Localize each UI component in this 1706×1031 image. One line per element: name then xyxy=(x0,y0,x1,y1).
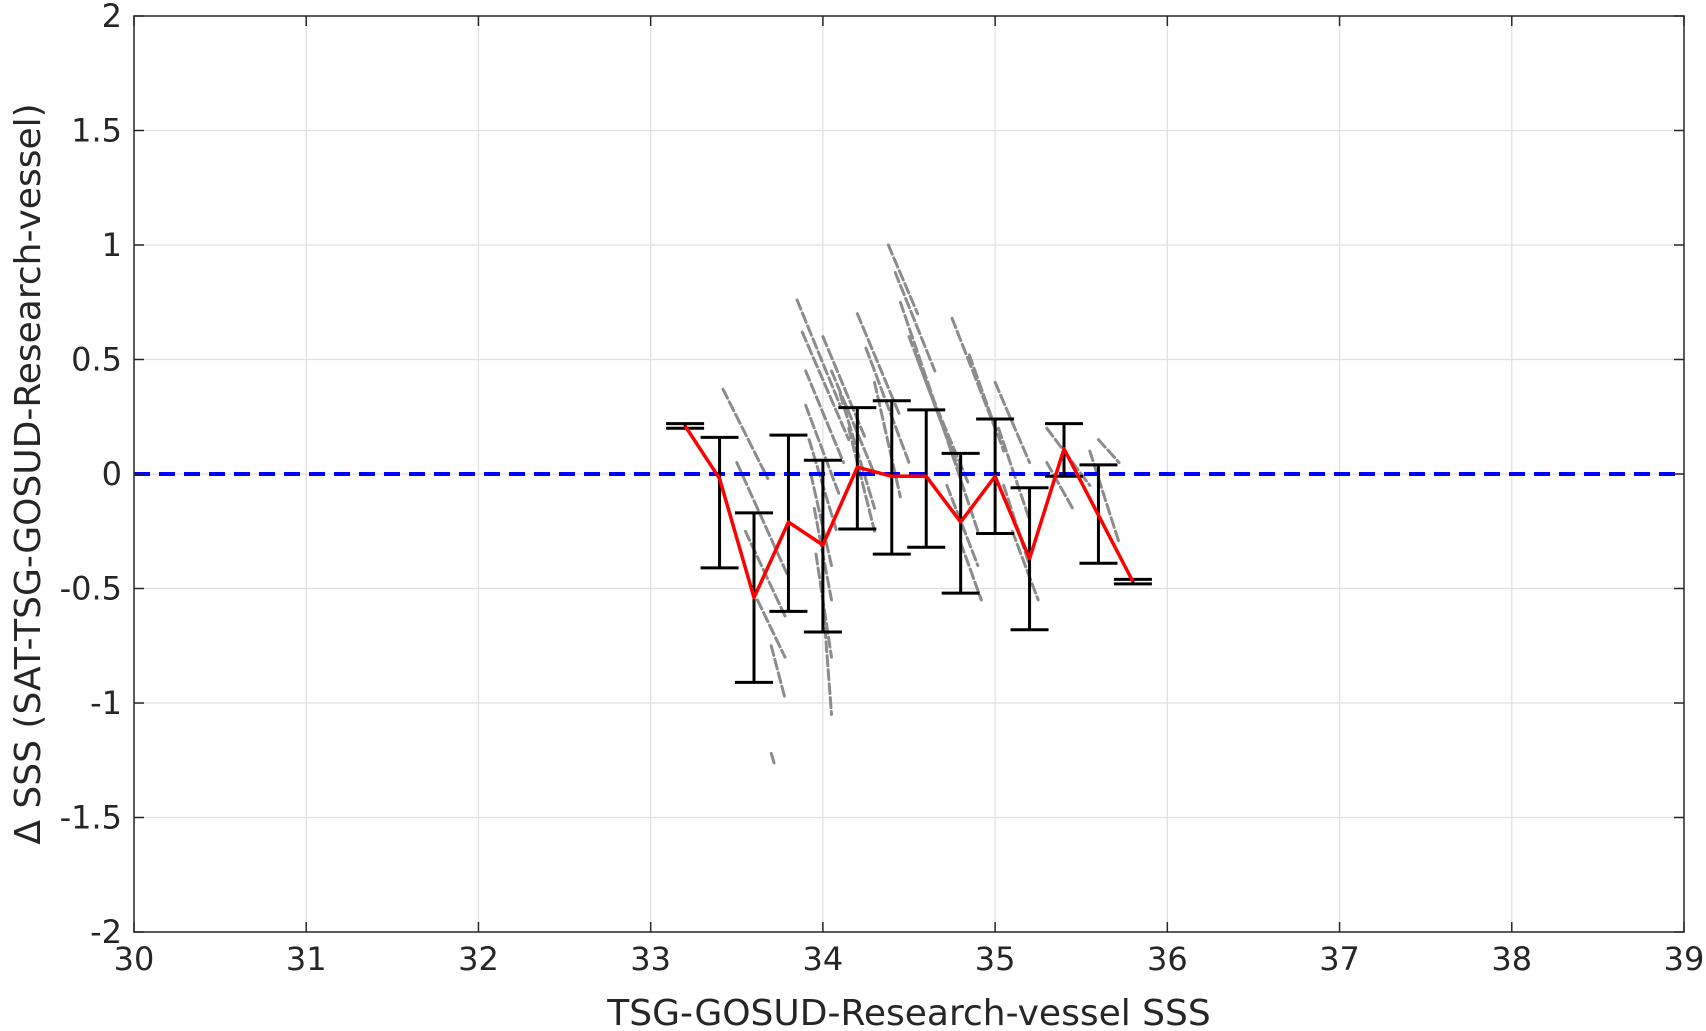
x-ticks: 30 31 32 33 34 35 36 37 38 39 xyxy=(114,16,1705,978)
mean-line xyxy=(683,424,1135,600)
scatter-point-run xyxy=(993,380,1032,465)
scatter-point-run xyxy=(830,369,877,476)
scatter-point-run xyxy=(886,243,920,316)
scatter-point-run xyxy=(847,426,877,533)
scatter-point-run xyxy=(967,353,1006,453)
y-tick-label: 1 xyxy=(102,226,122,264)
x-tick-label: 32 xyxy=(458,940,499,978)
y-tick-label: 0.5 xyxy=(71,341,122,379)
y-ticks: 2 1.5 1 0.5 0 -0.5 -1 -1.5 -2 xyxy=(60,0,1684,951)
y-tick-label: 2 xyxy=(102,0,122,35)
scatter-point-run xyxy=(959,541,983,602)
scatter-point-run xyxy=(804,403,842,499)
y-tick-label: 1.5 xyxy=(71,112,122,150)
x-axis-label: TSG-GOSUD-Research-vessel SSS xyxy=(606,993,1210,1031)
scatter-point-run xyxy=(804,369,846,465)
scatter-point-run xyxy=(864,346,911,465)
scatter-point-run xyxy=(735,461,790,579)
x-tick-label: 39 xyxy=(1664,940,1705,978)
scatter-point-run xyxy=(769,751,777,767)
scatter-point-run xyxy=(1088,449,1121,545)
scatter-point-run xyxy=(941,426,980,533)
scatter-point-run xyxy=(795,298,842,407)
x-tick-label: 36 xyxy=(1147,940,1188,978)
mean-line-group xyxy=(683,424,1135,600)
scatter-point-run xyxy=(1010,529,1040,602)
y-tick-label: -1 xyxy=(90,684,122,722)
y-tick-label: -0.5 xyxy=(60,570,122,608)
scatter-point-run xyxy=(1096,438,1121,465)
scatter-point-run xyxy=(800,330,851,442)
x-tick-label: 31 xyxy=(286,940,327,978)
x-tick-label: 35 xyxy=(975,940,1016,978)
scatter-point-run xyxy=(893,270,937,373)
scatter-point-run xyxy=(721,387,770,481)
y-tick-label: -2 xyxy=(90,913,122,951)
x-tick-label: 33 xyxy=(630,940,671,978)
x-tick-label: 30 xyxy=(114,940,155,978)
grid xyxy=(134,16,1684,932)
x-tick-label: 34 xyxy=(803,940,844,978)
scatter-point-run xyxy=(945,483,980,568)
y-tick-label: -1.5 xyxy=(60,799,122,837)
scatter-point-run xyxy=(755,598,787,659)
scatter-point-run xyxy=(1045,461,1075,510)
x-tick-label: 38 xyxy=(1491,940,1532,978)
y-axis-label: Δ SSS (SAT-TSG-GOSUD-Research-vessel) xyxy=(8,103,49,844)
scatter-point-run xyxy=(809,472,833,568)
x-tick-label: 37 xyxy=(1319,940,1360,978)
y-tick-label: 0 xyxy=(102,455,122,493)
scatter-point-run xyxy=(769,644,787,700)
